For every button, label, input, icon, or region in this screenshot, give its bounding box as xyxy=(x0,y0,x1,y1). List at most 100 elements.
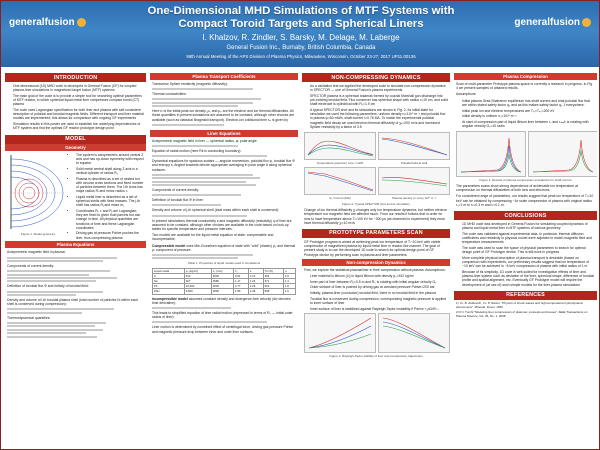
noncompressing-section: NON-COMPRESSING DYNAMICS As a validation… xyxy=(302,73,450,225)
trajectory-plot xyxy=(382,318,446,349)
paragraph: Liner motion is determined by combined e… xyxy=(152,325,294,334)
poloidal-field-plot xyxy=(381,137,448,155)
pcomp-bullet: Initial density is uniform n₀=10²⁰ m⁻³ xyxy=(462,114,595,118)
pcomp-bullet: Initial plasma Grad-Shafranov equilibriu… xyxy=(462,99,595,107)
proto-bullet: Toroidal flux is conserved during compre… xyxy=(310,297,448,305)
plot-caption: Poloidal field at wall xyxy=(400,160,428,165)
subsection-title: Liner Equations xyxy=(150,129,298,137)
ncomp-bullet: As a validation test we applied the deve… xyxy=(310,84,448,92)
paragraph: Definition of toroidal flux Φ and helici… xyxy=(7,284,89,289)
table-cell: 9,500 xyxy=(183,288,212,295)
paragraph: First, we explore the statistical plasma… xyxy=(304,267,446,272)
paragraph: Components of current density: xyxy=(152,187,200,192)
density-plot xyxy=(381,176,448,187)
column-3: NON-COMPRESSING DYNAMICS As a validation… xyxy=(302,73,450,445)
proto-bullet: Liner material is lithium (Li) in liquid… xyxy=(310,274,448,278)
paragraph: For considered range of parameters, our … xyxy=(456,194,594,207)
paragraph: Two models are available for the liquid … xyxy=(152,233,274,242)
subsection-title: Plasma Transport Coefficients xyxy=(150,73,298,80)
intro-bullet: Simulation results in this poster are us… xyxy=(13,122,144,130)
transport-section: Plasma Transport Coefficients Transverse… xyxy=(150,73,298,126)
subsection-title: Plasma Compression xyxy=(454,73,597,80)
plot-panel xyxy=(304,131,376,160)
plot-panel xyxy=(456,130,526,177)
references-section: REFERENCES 1) Yu. B. Zeldovich, Yu. P. R… xyxy=(454,290,597,319)
column-2: Plasma Transport Coefficients Transverse… xyxy=(150,73,298,445)
ncomp-bullet: SPECTOR plasma is a spherical tokamak fo… xyxy=(310,94,448,107)
paragraph: Here nᵢ is the initial peak ion density,… xyxy=(152,109,295,122)
proto-bullet: Inner surface of liner is stabilized aga… xyxy=(310,307,448,311)
plasma-compression-section: Plasma Compression Scan of multi-paramet… xyxy=(454,73,597,207)
conclusion-bullet: The code was validated against experimen… xyxy=(462,232,595,245)
proto-bullet: Outer surface of liner is pushed by driv… xyxy=(310,285,448,289)
affiliation: General Fusion Inc., Burnaby, British Co… xyxy=(226,45,376,51)
figure-caption: Figure 1. Model geometry xyxy=(20,231,56,236)
intro-bullet: The code uses Lagrangian specification f… xyxy=(13,108,144,121)
section-title: PROTOTYPE PARAMETERS SCAN xyxy=(302,228,450,238)
logo-mark-icon xyxy=(76,18,86,27)
conclusion-bullet: 1D MHD code was developed in General Fus… xyxy=(462,222,595,230)
plot-panel xyxy=(378,313,450,354)
table-header-cell: c₀ (m/s) xyxy=(210,267,235,274)
label: Compressible model xyxy=(152,243,186,248)
proto-bullet: Inner part of liner between R₁=0.5 m and… xyxy=(310,280,448,284)
geometry-bullet: Plasma is described as a set of nested t… xyxy=(76,177,144,194)
table-cell: PbLi xyxy=(152,288,185,295)
paragraph: Transverse Spitzer resistivity (magnetic… xyxy=(152,82,228,86)
paragraph: Scan of multi-parameter Prototype-plasma… xyxy=(456,82,594,91)
reference-item: 1) Yu. B. Zeldovich, Yu. P. Raizer. "Phy… xyxy=(456,300,584,309)
compression-plot-1 xyxy=(460,137,522,173)
paragraph: uses Mie-Gruneisen equation of state wit… xyxy=(152,243,296,252)
figure-caption: Figure 3. Rayleigh-Taylor stability of l… xyxy=(329,354,423,359)
paragraph: assumes constant density and divergence-… xyxy=(152,296,291,305)
intro-section: INTRODUCTION One-dimensional (1D) MHD co… xyxy=(5,73,146,131)
poster-header: generalfusion One-Dimensional MHD Simula… xyxy=(1,1,599,67)
authors: I. Khalzov, R. Zindler, S. Barsky, M. De… xyxy=(202,33,400,42)
paragraph: Dynamical equations for spacious scalars… xyxy=(152,159,295,172)
plot-caption: Temperature (electron) core / mWb xyxy=(316,160,364,165)
table-cell: 1.38 xyxy=(247,288,264,295)
paragraph: This leads to simplified equation of lin… xyxy=(152,311,293,320)
ncomp-bullet: A typical SPECTOR shot and its simulatio… xyxy=(310,108,448,129)
subsection-title: Non-compression Dynamics xyxy=(302,258,450,266)
model-section: MODEL Geometry Figure 1. Mode xyxy=(5,134,146,338)
geometry-bullet: Coordinates Rᵢ, rᵢ and Rⱼ are Lagrangian… xyxy=(76,209,144,230)
rt-stability-plot xyxy=(308,318,372,349)
paragraph: Thermodynamical quantities: xyxy=(7,315,51,320)
table-cell: 508 xyxy=(262,288,284,295)
plot-panel xyxy=(304,166,376,195)
logo-left: generalfusion xyxy=(9,17,86,28)
section-title: MODEL xyxy=(5,134,146,144)
geometry-bullet: Driving gas at pressure Pdrive pushes th… xyxy=(76,231,144,239)
subsection-title: Plasma Equations xyxy=(5,241,146,249)
intro-bullet: One-dimensional (1D) MHD code is develop… xyxy=(13,84,144,92)
figure-caption: Figure 2. Typical SPECTOR shot and its s… xyxy=(342,201,410,206)
table-caption: Table 1. Properties of liquid metals use… xyxy=(187,261,261,266)
model-geometry-diagram xyxy=(10,154,65,229)
column-1: INTRODUCTION One-dimensional (1D) MHD co… xyxy=(5,73,146,445)
liner-section: Liner Equations Axisymmetric magnetic fi… xyxy=(150,129,298,334)
section-title: INTRODUCTION xyxy=(5,73,146,82)
spector-figures: Temperature (electron) core / mWb Ip, Cu… xyxy=(304,131,450,202)
geometry-bullet: Liquid metal liner is described as a set… xyxy=(76,195,144,208)
paragraph: Thermal conductivities: xyxy=(152,92,187,97)
plot-panel xyxy=(378,131,450,160)
paragraph: Axisymmetric magnetic field in plasma: xyxy=(7,250,66,255)
table-cell: 1800 xyxy=(210,288,235,295)
geometry-bullet: The system is axisymmetric around centra… xyxy=(76,153,144,166)
current-plot xyxy=(307,171,374,192)
logo-right: generalfusion xyxy=(514,17,591,28)
section-title: CONCLUSIONS xyxy=(454,211,597,221)
plot-panel xyxy=(304,313,376,354)
conclusion-bullet: More complete physical description of pl… xyxy=(462,256,595,269)
plot-caption: Ip, Current (MA) xyxy=(329,195,351,200)
compression-figures xyxy=(456,130,597,178)
liquid-metal-table: Liquid metal ρ₀ (kg/m³) c₀ (m/s) Γ₀ s Tm… xyxy=(152,267,297,295)
pcomp-bullet: Initial peak ion and electron temperatur… xyxy=(462,109,595,113)
table-cell: 1.6 xyxy=(282,288,297,295)
paragraph: GF Prototype program is aimed at achievi… xyxy=(304,239,441,257)
conference: 59th Annual Meeting of the APS Division … xyxy=(186,54,416,59)
paragraph: In present simulations thermal conductiv… xyxy=(152,218,292,231)
geometry-figure: Figure 1. Model geometry xyxy=(7,153,69,242)
